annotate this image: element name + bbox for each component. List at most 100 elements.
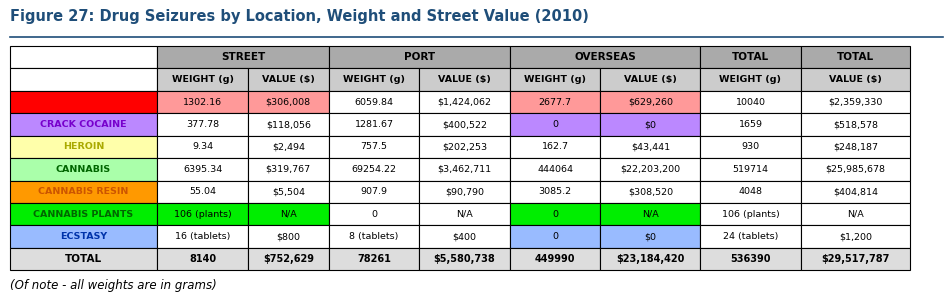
Bar xyxy=(600,113,700,136)
Bar xyxy=(248,203,328,225)
Bar xyxy=(419,181,509,203)
Bar xyxy=(800,113,909,136)
Bar xyxy=(800,91,909,113)
Text: WEIGHT (g): WEIGHT (g) xyxy=(171,75,233,84)
Text: N/A: N/A xyxy=(642,210,658,219)
Bar xyxy=(700,158,800,181)
Bar xyxy=(600,69,700,91)
Text: WEIGHT (g): WEIGHT (g) xyxy=(719,75,781,84)
Bar xyxy=(419,225,509,248)
Text: OVERSEAS: OVERSEAS xyxy=(574,52,635,62)
Bar xyxy=(157,91,248,113)
Bar xyxy=(509,69,600,91)
Text: 10040: 10040 xyxy=(735,98,764,107)
Bar xyxy=(509,248,600,270)
Text: $22,203,200: $22,203,200 xyxy=(620,165,680,174)
Bar xyxy=(800,69,909,91)
Bar xyxy=(10,225,157,248)
Bar xyxy=(700,136,800,158)
Text: 4048: 4048 xyxy=(738,187,762,196)
Text: 0: 0 xyxy=(551,232,558,241)
Bar xyxy=(157,136,248,158)
Text: 536390: 536390 xyxy=(729,254,770,264)
Bar xyxy=(10,91,157,113)
Text: CRACK COCAINE: CRACK COCAINE xyxy=(40,120,127,129)
Text: 6059.84: 6059.84 xyxy=(354,98,393,107)
Bar xyxy=(328,225,419,248)
Text: 1659: 1659 xyxy=(738,120,762,129)
Text: $0: $0 xyxy=(644,120,656,129)
Text: $5,580,738: $5,580,738 xyxy=(433,254,495,264)
Bar xyxy=(328,46,509,69)
Bar xyxy=(600,158,700,181)
Bar xyxy=(700,91,800,113)
Bar xyxy=(328,136,419,158)
Bar xyxy=(248,113,328,136)
Text: $319,767: $319,767 xyxy=(266,165,310,174)
Bar xyxy=(800,46,909,69)
Text: CANNABIS PLANTS: CANNABIS PLANTS xyxy=(33,210,133,219)
Text: $308,520: $308,520 xyxy=(627,187,672,196)
Bar xyxy=(419,91,509,113)
Bar xyxy=(700,69,800,91)
Text: 444064: 444064 xyxy=(537,165,572,174)
Text: VALUE ($): VALUE ($) xyxy=(828,75,881,84)
Text: $90,790: $90,790 xyxy=(445,187,484,196)
Text: 8140: 8140 xyxy=(188,254,216,264)
Bar xyxy=(700,225,800,248)
Text: $248,187: $248,187 xyxy=(832,143,877,151)
Bar xyxy=(10,181,157,203)
Bar xyxy=(800,203,909,225)
Bar xyxy=(248,91,328,113)
Text: $118,056: $118,056 xyxy=(266,120,310,129)
Bar xyxy=(10,69,157,91)
Bar xyxy=(509,181,600,203)
Text: COCAINE: COCAINE xyxy=(60,98,107,107)
Bar xyxy=(600,91,700,113)
Text: 449990: 449990 xyxy=(534,254,575,264)
Bar xyxy=(328,181,419,203)
Text: VALUE ($): VALUE ($) xyxy=(624,75,676,84)
Text: 1302.16: 1302.16 xyxy=(183,98,222,107)
Text: $202,253: $202,253 xyxy=(442,143,486,151)
Bar xyxy=(328,248,419,270)
Bar xyxy=(419,113,509,136)
Bar xyxy=(800,158,909,181)
Text: CANNABIS RESIN: CANNABIS RESIN xyxy=(38,187,129,196)
Bar xyxy=(600,203,700,225)
Text: 9.34: 9.34 xyxy=(191,143,213,151)
Text: $800: $800 xyxy=(276,232,300,241)
Text: (Of note - all weights are in grams): (Of note - all weights are in grams) xyxy=(10,279,216,292)
Bar xyxy=(157,225,248,248)
Text: $1,424,062: $1,424,062 xyxy=(437,98,491,107)
Bar xyxy=(328,91,419,113)
Bar xyxy=(157,69,248,91)
Bar xyxy=(157,248,248,270)
Bar xyxy=(419,69,509,91)
Text: 106 (plants): 106 (plants) xyxy=(173,210,231,219)
Text: WEIGHT (g): WEIGHT (g) xyxy=(343,75,405,84)
Bar xyxy=(248,225,328,248)
Text: 8 (tablets): 8 (tablets) xyxy=(349,232,398,241)
Text: 757.5: 757.5 xyxy=(360,143,387,151)
Bar xyxy=(10,113,157,136)
Bar xyxy=(157,203,248,225)
Bar xyxy=(10,136,157,158)
Text: $2,494: $2,494 xyxy=(271,143,305,151)
Text: $25,985,678: $25,985,678 xyxy=(824,165,884,174)
Text: $752,629: $752,629 xyxy=(263,254,313,264)
Text: 0: 0 xyxy=(370,210,377,219)
Bar xyxy=(509,113,600,136)
Text: 519714: 519714 xyxy=(732,165,767,174)
Text: 24 (tablets): 24 (tablets) xyxy=(722,232,778,241)
Text: $404,814: $404,814 xyxy=(832,187,877,196)
Text: 162.7: 162.7 xyxy=(541,143,568,151)
Bar xyxy=(419,248,509,270)
Bar xyxy=(248,69,328,91)
Bar xyxy=(157,46,328,69)
Text: 55.04: 55.04 xyxy=(188,187,216,196)
Text: $2,359,330: $2,359,330 xyxy=(827,98,882,107)
Bar xyxy=(509,91,600,113)
Bar xyxy=(248,158,328,181)
Text: $43,441: $43,441 xyxy=(630,143,669,151)
